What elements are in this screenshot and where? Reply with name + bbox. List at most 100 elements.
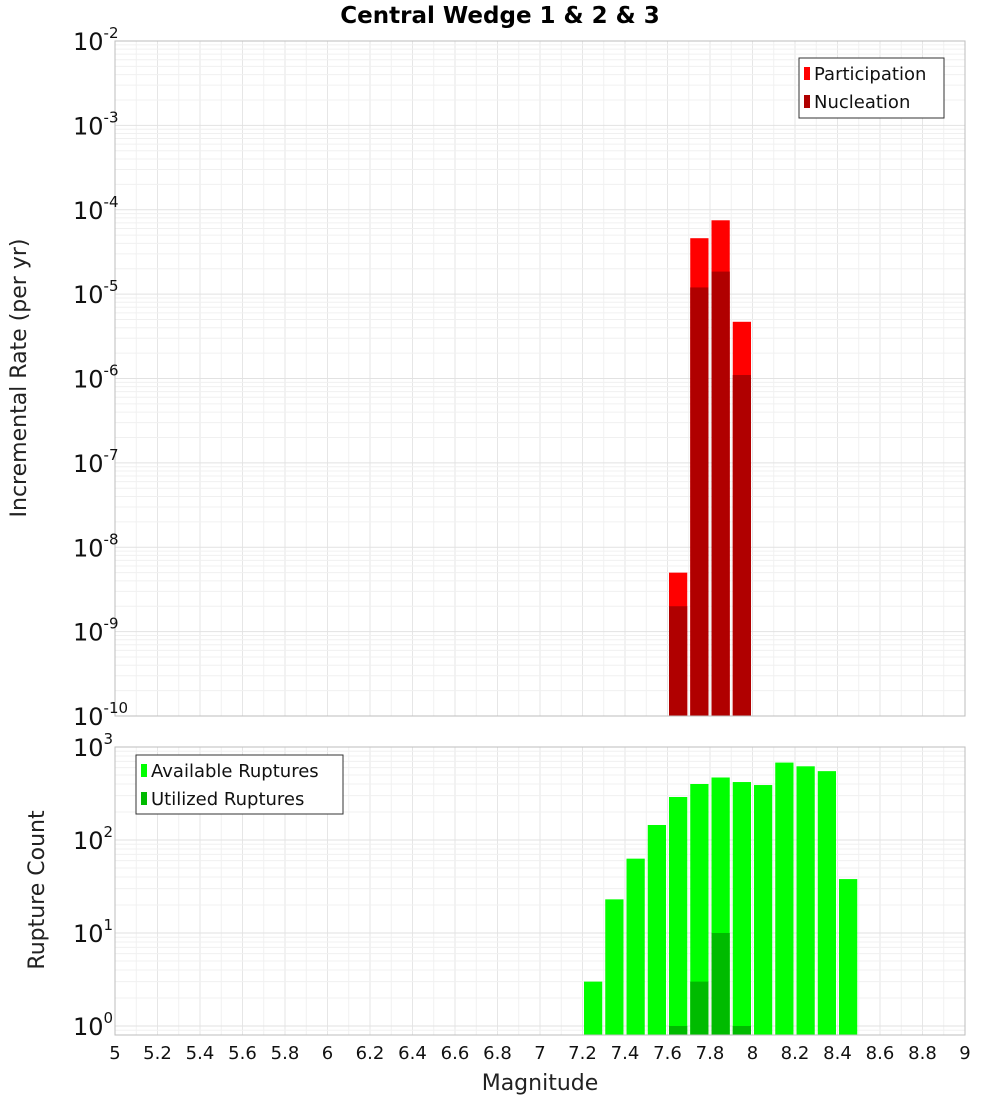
x-tick-label: 5.6 [228, 1043, 257, 1064]
y-tick-base: 10 [73, 112, 104, 140]
y-tick-label: 10-8 [73, 530, 119, 562]
y-tick-exponent: -5 [104, 277, 119, 295]
y-tick-label: 10-9 [73, 615, 119, 647]
utilized-ruptures-bar [711, 932, 730, 1035]
x-tick-label: 7.4 [611, 1043, 640, 1064]
available-ruptures-bar [775, 762, 794, 1035]
utilized-ruptures-bar [732, 1025, 751, 1035]
y-tick-label: 10-3 [73, 108, 119, 140]
available-ruptures-bar [817, 771, 836, 1035]
y-tick-exponent: -7 [104, 446, 119, 464]
x-tick-label: 9 [959, 1043, 970, 1064]
legend-label: Participation [814, 64, 926, 85]
available-ruptures-bar [754, 785, 773, 1035]
x-tick-label: 6.6 [441, 1043, 470, 1064]
legend-swatch [804, 67, 810, 80]
chart-title: Central Wedge 1 & 2 & 3 [340, 3, 659, 29]
x-tick-label: 8.2 [781, 1043, 810, 1064]
y-tick-exponent: -6 [104, 362, 119, 380]
y-tick-label: 10-10 [73, 699, 128, 731]
x-tick-label: 7.6 [653, 1043, 682, 1064]
bottom-plot-frame [114, 746, 966, 1036]
y-tick-base: 10 [73, 197, 104, 225]
y-tick-base: 10 [73, 619, 104, 647]
y-tick-base: 10 [73, 450, 104, 478]
x-tick-label: 8.6 [866, 1043, 895, 1064]
y-tick-label: 10-7 [73, 446, 119, 478]
top-legend [798, 57, 945, 119]
x-tick-label: 8 [747, 1043, 758, 1064]
x-tick-label: 5.8 [271, 1043, 300, 1064]
y-tick-label: 100 [73, 1009, 113, 1041]
x-tick-label: 6 [322, 1043, 333, 1064]
nucleation-bar [732, 375, 751, 716]
y-tick-exponent: -2 [104, 24, 119, 42]
available-ruptures-bar [796, 766, 815, 1035]
y-tick-label: 10-5 [73, 277, 119, 309]
y-tick-base: 10 [73, 534, 104, 562]
legend-swatch [141, 764, 147, 777]
y-tick-label: 102 [73, 823, 113, 855]
nucleation-bar [669, 606, 688, 716]
x-tick-label: 5.4 [186, 1043, 215, 1064]
legend-label: Utilized Ruptures [151, 789, 304, 810]
utilized-ruptures-bar [669, 1025, 688, 1035]
legend-swatch [141, 792, 147, 805]
x-tick-label: 5.2 [143, 1043, 172, 1064]
available-ruptures-bar [669, 796, 688, 1035]
nucleation-bar [711, 271, 730, 716]
x-tick-label: 6.8 [483, 1043, 512, 1064]
available-ruptures-bar [839, 879, 858, 1035]
legend-swatch [804, 95, 810, 108]
y-tick-label: 103 [73, 730, 113, 762]
y-tick-exponent: -3 [104, 108, 119, 126]
y-tick-label: 10-4 [73, 193, 119, 225]
x-tick-label: 6.4 [398, 1043, 427, 1064]
x-axis-label: Magnitude [482, 1071, 599, 1096]
available-ruptures-bar [732, 782, 751, 1035]
y-tick-base: 10 [73, 366, 104, 394]
y-tick-exponent: -9 [104, 615, 119, 633]
x-tick-label: 7 [534, 1043, 545, 1064]
y-tick-base: 10 [73, 703, 104, 731]
available-ruptures-bar [647, 824, 666, 1035]
y-tick-base: 10 [73, 1013, 104, 1041]
top-plot: 10-210-310-410-510-610-710-810-910-10Par… [73, 24, 966, 731]
available-ruptures-bar [584, 981, 603, 1035]
bottom-y-axis-label: Rupture Count [25, 810, 50, 970]
top-y-axis-label: Incremental Rate (per yr) [7, 239, 32, 518]
x-tick-label: 7.2 [568, 1043, 597, 1064]
legend-label: Nucleation [814, 92, 910, 113]
available-ruptures-bar [626, 858, 645, 1035]
available-ruptures-bar [690, 784, 709, 1035]
x-tick-label: 8.4 [823, 1043, 852, 1064]
y-tick-exponent: -8 [104, 530, 119, 548]
y-tick-base: 10 [73, 734, 104, 762]
x-tick-label: 6.2 [356, 1043, 385, 1064]
y-tick-base: 10 [73, 281, 104, 309]
y-tick-exponent: -10 [104, 699, 129, 717]
y-tick-exponent: 0 [104, 1009, 114, 1027]
y-tick-base: 10 [73, 28, 104, 56]
available-ruptures-bar [605, 899, 624, 1035]
legend-label: Available Ruptures [151, 761, 319, 782]
y-tick-exponent: -4 [104, 193, 119, 211]
nucleation-bar [690, 287, 709, 716]
y-tick-exponent: 2 [104, 823, 114, 841]
bottom-legend [135, 754, 344, 815]
x-tick-label: 5 [109, 1043, 120, 1064]
y-tick-label: 10-2 [73, 24, 119, 56]
x-tick-label: 7.8 [696, 1043, 725, 1064]
y-tick-exponent: 3 [104, 730, 114, 748]
x-axis-ticks: 5 5.2 5.4 5.6 5.8 6 6.2 6.4 6.6 6.8 7 7.2 7.4 7.6 7.8 8… [109, 1043, 970, 1064]
x-tick-label: 8.8 [908, 1043, 937, 1064]
y-tick-base: 10 [73, 920, 104, 948]
y-tick-label: 10-6 [73, 362, 119, 394]
top-plot-frame [114, 40, 966, 717]
y-tick-exponent: 1 [104, 916, 114, 934]
y-tick-label: 101 [73, 916, 113, 948]
y-tick-base: 10 [73, 827, 104, 855]
utilized-ruptures-bar [690, 981, 709, 1035]
